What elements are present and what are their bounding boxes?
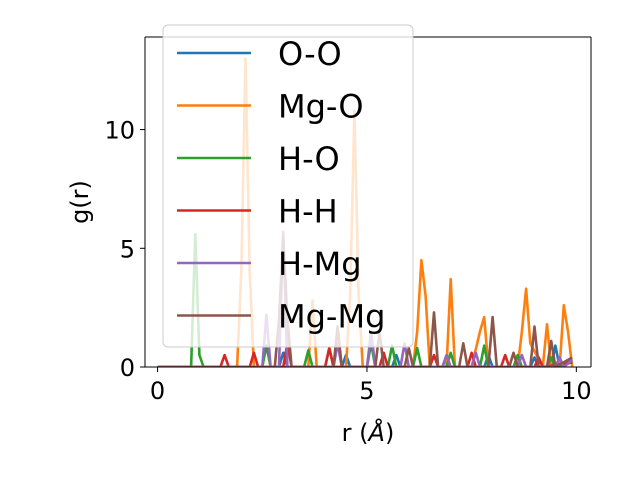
x-axis-label-close: ) [385,419,394,447]
series-line-h-h [157,341,573,367]
y-axis-label: g(r) [66,180,94,224]
x-tick-label: 10 [561,377,592,405]
x-tick-label: 5 [359,377,374,405]
y-tick-label: 10 [104,117,135,145]
x-axis-label: r (Å) [342,418,395,447]
legend-label-h-o: H-O [278,140,340,178]
legend-label-h-mg: H-Mg [278,245,362,283]
y-tick-label: 0 [120,354,135,382]
series-line-mg-mg [157,235,573,367]
x-axis-label-unit: Å [367,418,385,447]
legend-label-mg-o: Mg-O [278,88,364,126]
legend: O-O Mg-O H-O H-H H-Mg Mg-Mg [162,24,414,348]
legend-label-mg-mg: Mg-Mg [278,298,385,336]
series-line-h-o [157,232,573,367]
legend-label-h-h: H-H [278,193,338,231]
y-tick-label: 5 [120,235,135,263]
x-tick-label: 0 [150,377,165,405]
legend-label-o-o: O-O [278,35,342,73]
x-axis-label-text: r ( [342,419,369,447]
